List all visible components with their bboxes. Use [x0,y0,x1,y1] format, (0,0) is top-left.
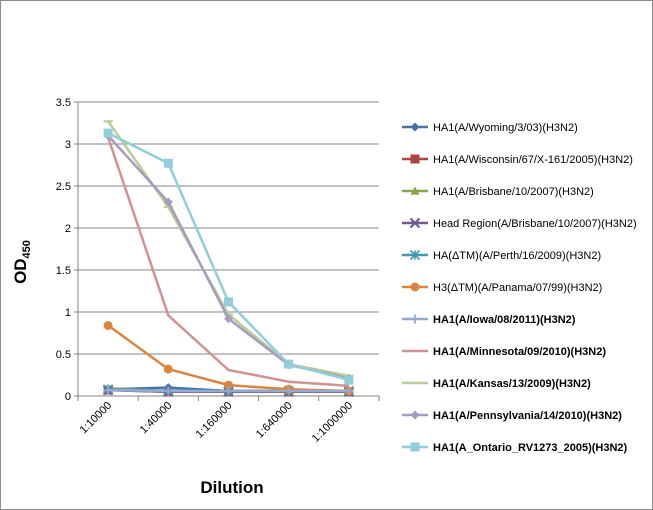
data-point [163,364,173,374]
data-point [224,386,233,396]
y-tick-label: 1.5 [56,265,71,277]
data-point [344,386,354,396]
legend-entry: HA1(A/Brisbane/10/2007)(H3N2) [402,186,594,198]
x-tick-label: 1:640000 [254,400,295,441]
x-tick-label: 1:160000 [194,400,235,441]
legend-entry: HA1(A/Pennsylvania/14/2010)(H3N2) [402,410,622,422]
legend-swatch-marker [410,154,420,164]
legend-label: Head Region(A/Brisbane/10/2007)(H3N2) [433,218,637,230]
legend-swatch-marker [410,314,420,324]
x-axis-title: Dilution [200,478,263,497]
y-tick-label: 2.5 [56,181,71,193]
legend-entry: HA1(A/Wisconsin/67/X-161/2005)(H3N2) [402,154,633,166]
series-9 [103,120,354,378]
data-point [224,380,233,390]
legend-label: HA1(A/Iowa/08/2011)(H3N2) [433,314,576,326]
y-tick-label: 3 [65,139,71,151]
data-point [103,320,113,330]
legend-swatch-marker [410,410,420,420]
legend-swatch-marker [410,122,420,132]
series-8 [106,136,349,388]
legend-label: HA1(A/Kansas/13/2009)(H3N2) [433,378,591,390]
data-point [103,385,113,395]
legend-label: HA1(A/Minnesota/09/2010)(H3N2) [433,346,606,358]
data-point [224,297,233,307]
legend-entry: HA(ΔTM)(A/Perth/16/2009)(H3N2) [402,249,601,262]
series-line [106,136,349,388]
legend-entry: HA1(A/Minnesota/09/2010)(H3N2) [402,346,606,358]
y-tick-label: 3.5 [56,97,71,109]
y-tick-label: 1 [65,307,71,319]
x-axis-ticks: 1:10000 1:40000 1:160000 1:640000 1:1000000 [77,396,380,445]
legend-swatch-marker [409,217,421,229]
x-tick-label: 1:40000 [138,400,175,437]
data-point [284,359,294,369]
gridlines [77,101,379,397]
series-11 [103,128,354,385]
y-axis-ticks: 0 0.5 1 1.5 2 2.5 3 3.5 [56,97,78,403]
legend-swatch-marker [410,442,420,452]
legend-label: HA1(A/Wisconsin/67/X-161/2005)(H3N2) [433,154,633,166]
x-tick-label: 1:10000 [78,400,115,437]
legend-label: HA(ΔTM)(A/Perth/16/2009)(H3N2) [433,250,601,262]
legend-entry: Head Region(A/Brisbane/10/2007)(H3N2) [402,217,637,230]
y-tick-label: 2 [65,223,71,235]
legend-entry: HA1(A_Ontario_RV1273_2005)(H3N2) [402,442,628,454]
legend: HA1(A/Wyoming/3/03)(H3N2) HA1(A/Wisconsin… [402,122,637,454]
data-point [103,128,113,138]
legend-entry: HA1(A/Kansas/13/2009)(H3N2) [402,378,591,390]
legend-label: HA1(A_Ontario_RV1273_2005)(H3N2) [433,442,628,454]
x-tick-label: 1:1000000 [310,400,355,445]
y-tick-label: 0 [65,391,71,403]
legend-entry: HA1(A/Wyoming/3/03)(H3N2) [402,122,578,134]
legend-label: H3(ΔTM)(A/Panama/07/99)(H3N2) [433,282,602,294]
data-point [224,314,233,324]
y-axis-title: OD450 [11,240,33,284]
data-point [284,386,294,396]
y-axis-label: OD [11,258,30,284]
data-point [163,197,173,207]
series-line [107,131,350,382]
legend-swatch-marker [410,282,420,292]
legend-label: HA1(A/Brisbane/10/2007)(H3N2) [433,186,594,198]
legend-entry: HA1(A/Iowa/08/2011)(H3N2) [402,314,576,326]
legend-label: HA1(A/Wyoming/3/03)(H3N2) [433,122,578,134]
series-group [102,120,355,398]
legend-swatch-marker [410,186,420,195]
data-point [163,158,173,168]
legend-swatch-marker [409,249,421,261]
legend-label: HA1(A/Pennsylvania/14/2010)(H3N2) [433,410,622,422]
data-point [163,386,173,396]
y-axis-label-subscript: 450 [21,240,33,258]
data-point [344,375,354,385]
series-line [107,120,350,378]
series-7 [103,385,354,396]
y-tick-label: 0.5 [56,349,71,361]
legend-entry: H3(ΔTM)(A/Panama/07/99)(H3N2) [402,282,602,294]
